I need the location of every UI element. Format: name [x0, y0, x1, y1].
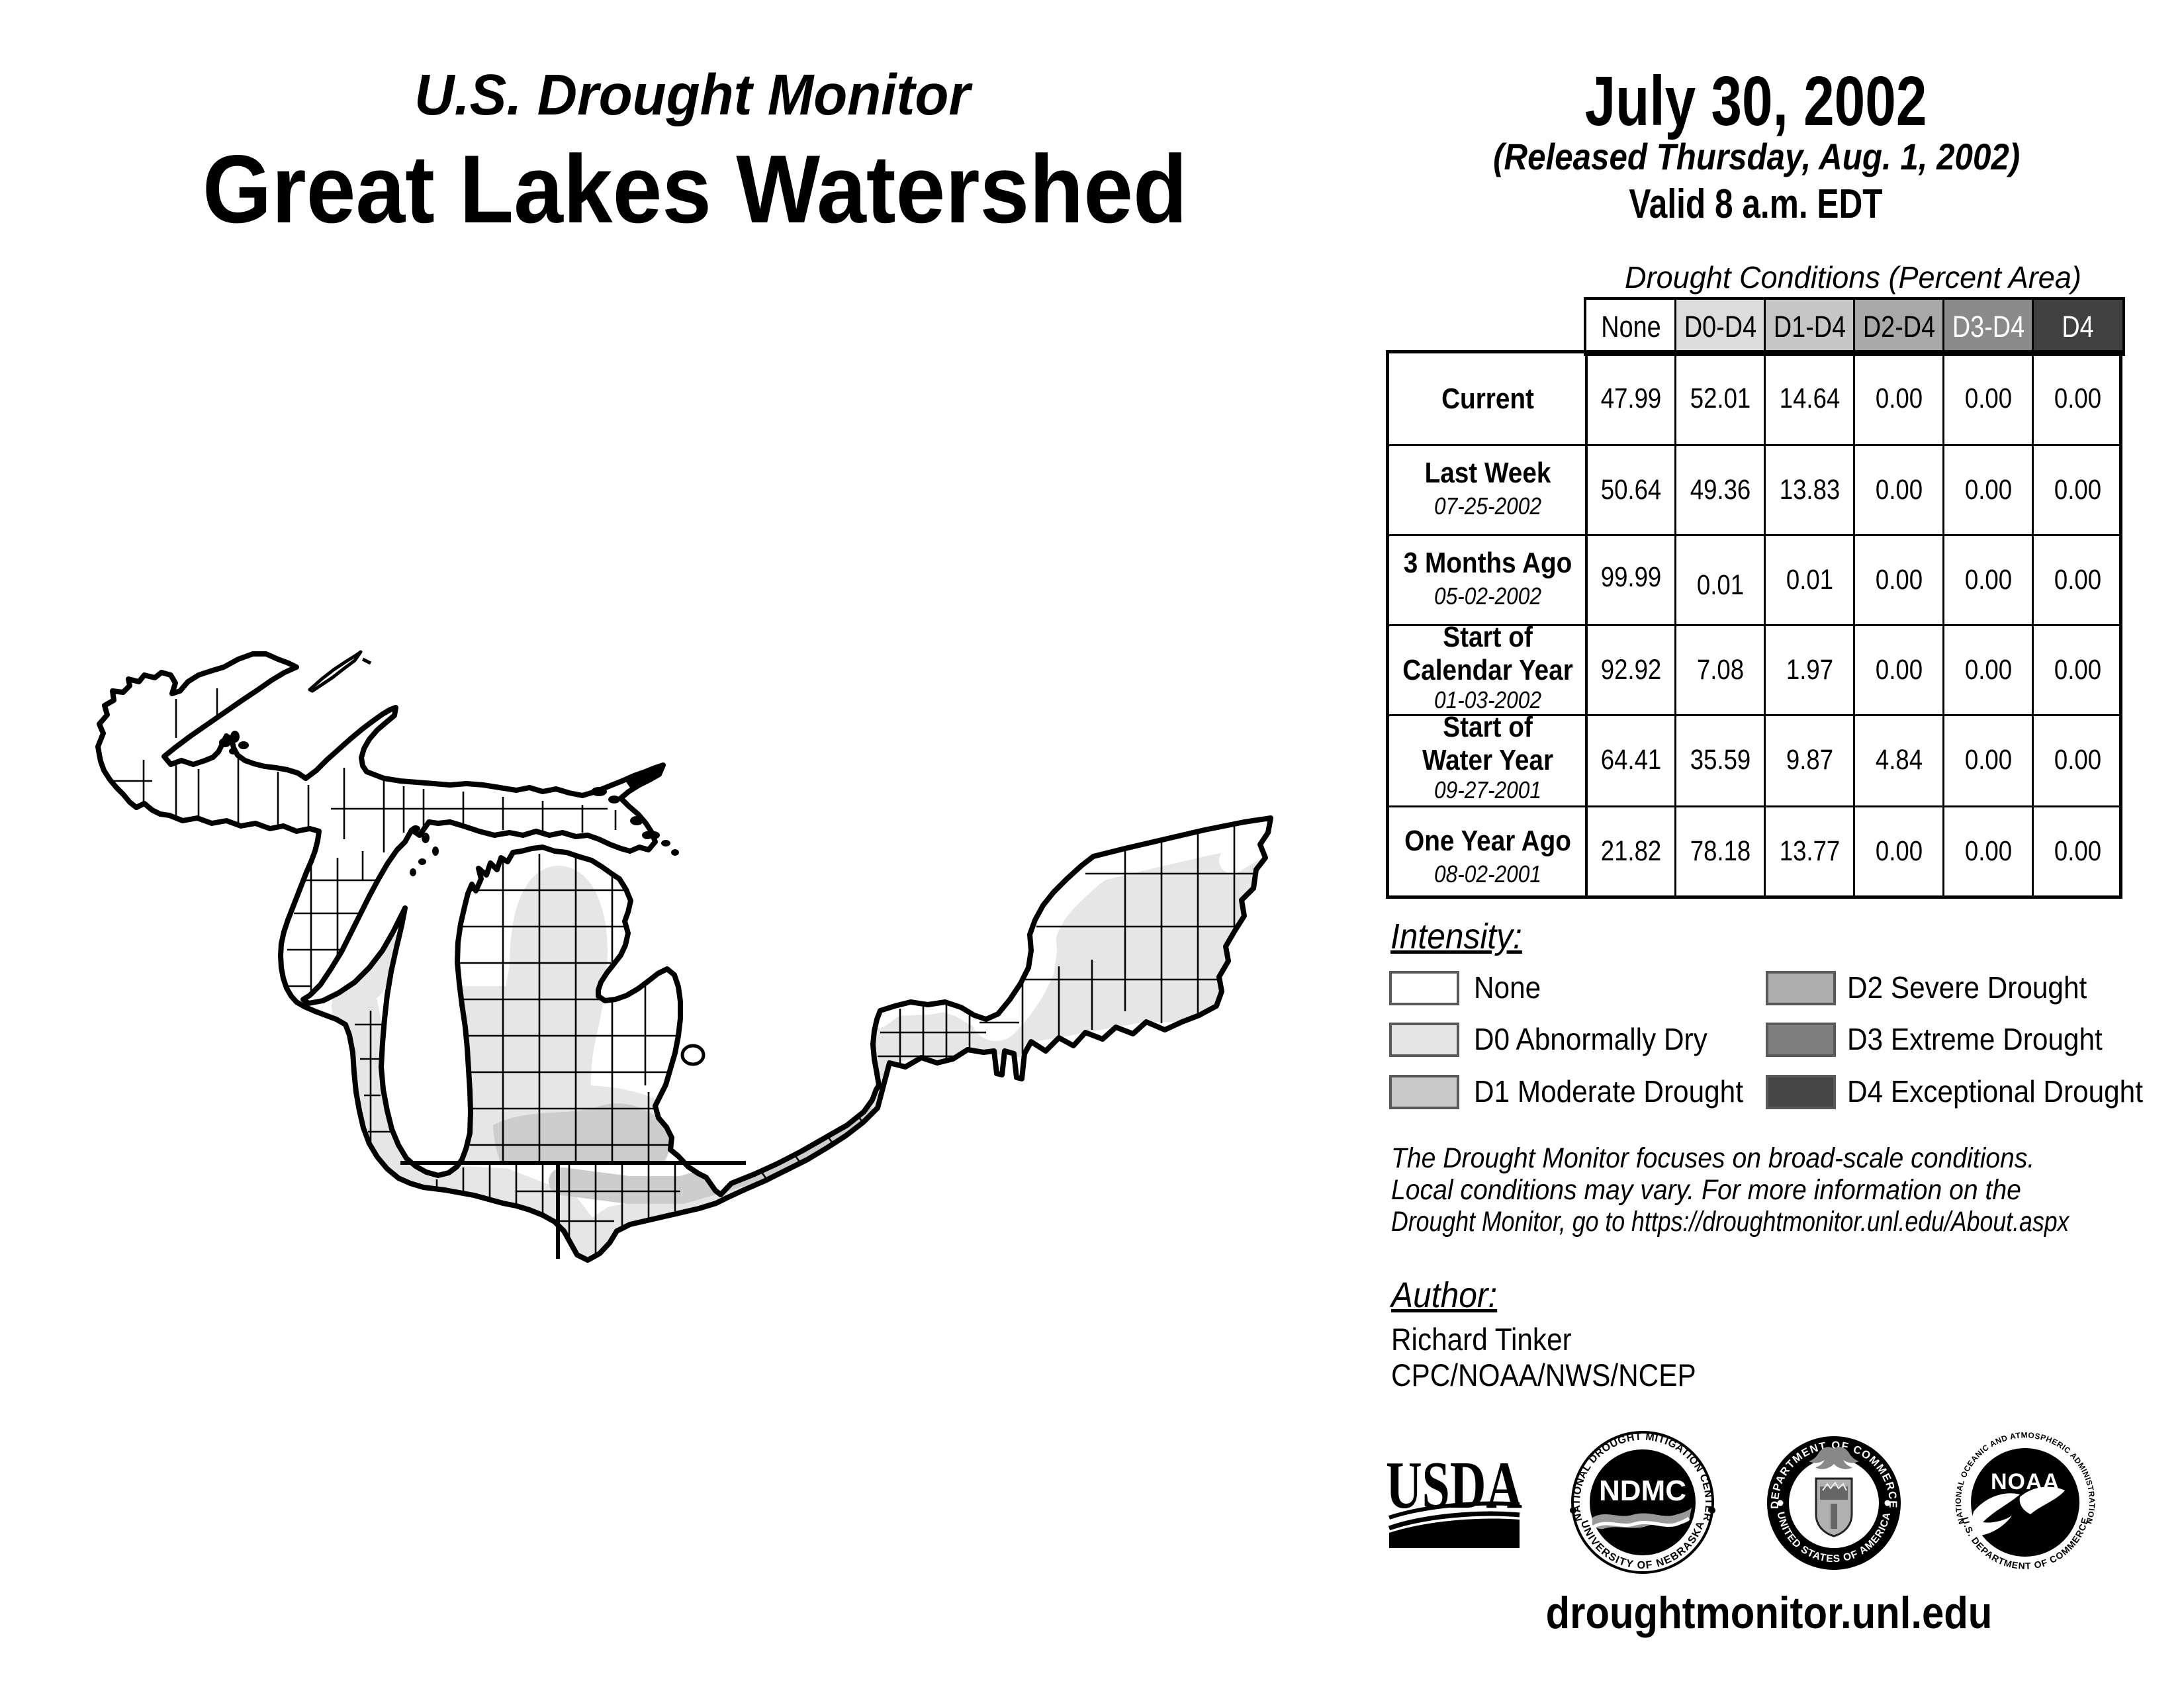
- svg-text:NDMC: NDMC: [1599, 1475, 1686, 1507]
